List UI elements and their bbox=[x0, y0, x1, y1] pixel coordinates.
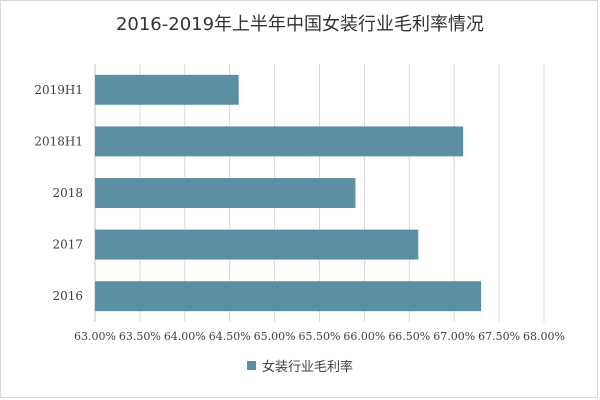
x-tick-label: 66.50% bbox=[388, 330, 430, 343]
bar bbox=[95, 229, 419, 260]
x-tick-label: 65.50% bbox=[299, 330, 341, 343]
category-label: 2019H1 bbox=[34, 83, 83, 97]
x-tick-label: 65.00% bbox=[254, 330, 296, 343]
bar bbox=[95, 74, 239, 105]
legend: 女装行业毛利率 bbox=[0, 356, 600, 375]
x-tick-label: 67.00% bbox=[433, 330, 475, 343]
legend-label: 女装行业毛利率 bbox=[261, 360, 353, 375]
category-label: 2018 bbox=[52, 186, 83, 200]
x-tick-label: 63.00% bbox=[74, 330, 116, 343]
bar bbox=[95, 126, 464, 157]
legend-swatch bbox=[246, 361, 256, 370]
chart-title: 2016-2019年上半年中国女装行业毛利率情况 bbox=[115, 14, 485, 35]
bar bbox=[95, 178, 356, 208]
category-label: 2017 bbox=[52, 238, 83, 252]
bar bbox=[95, 281, 482, 312]
x-tick-label: 63.50% bbox=[119, 330, 161, 343]
category-label: 2016 bbox=[52, 289, 83, 303]
x-tick-label: 64.00% bbox=[164, 330, 206, 343]
x-tick-label: 68.00% bbox=[523, 330, 565, 343]
x-tick-label: 66.00% bbox=[343, 330, 385, 343]
category-label: 2018H1 bbox=[34, 134, 83, 148]
x-tick-label: 67.50% bbox=[478, 330, 520, 343]
x-tick-label: 64.50% bbox=[209, 330, 251, 343]
